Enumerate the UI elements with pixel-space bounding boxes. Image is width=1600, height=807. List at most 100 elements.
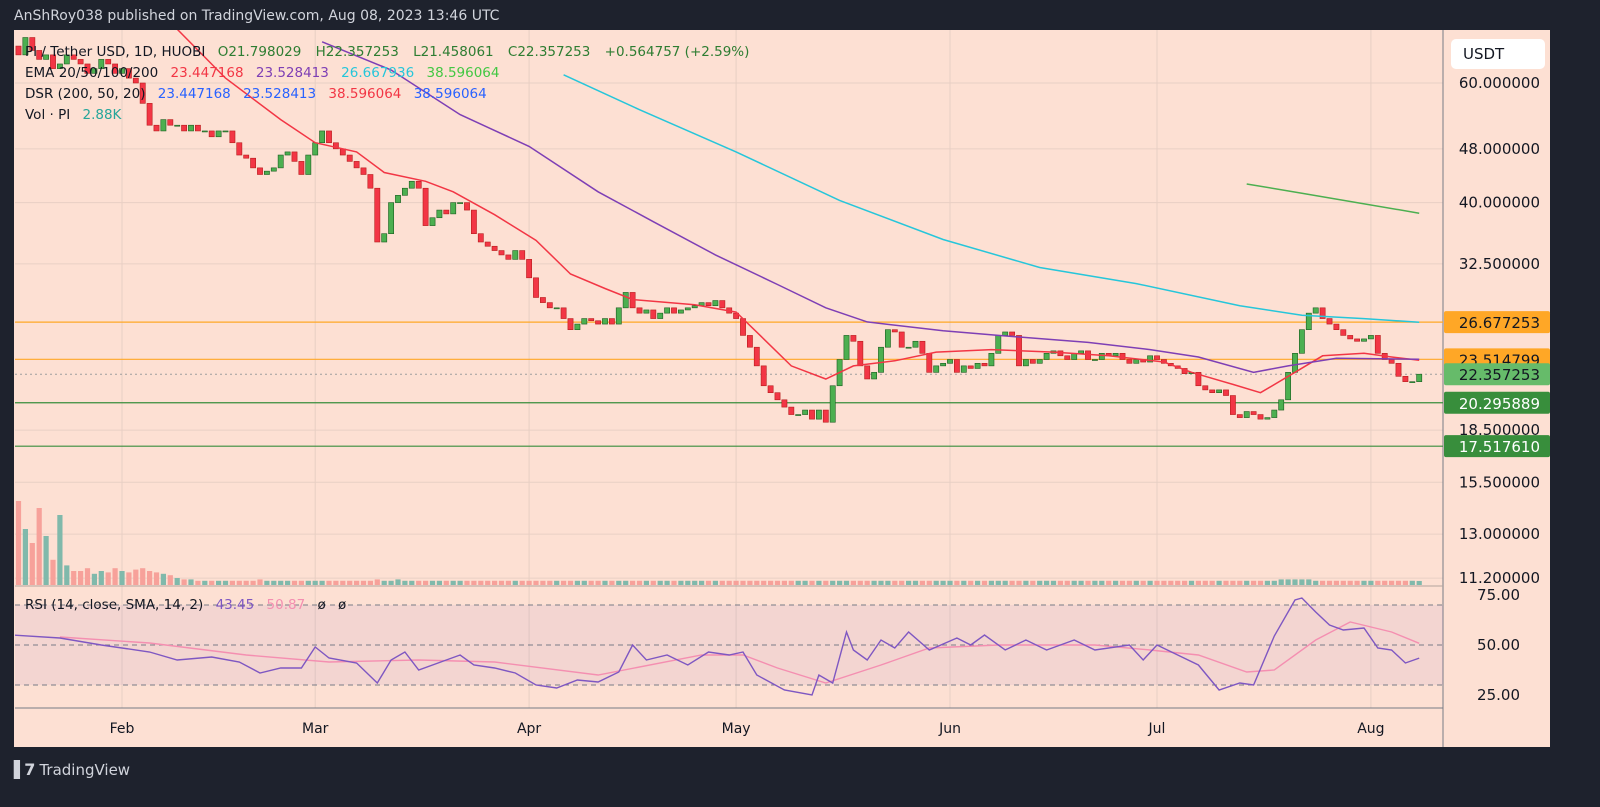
candle[interactable]: [1098, 353, 1105, 360]
candle[interactable]: [988, 353, 995, 367]
candle[interactable]: [671, 307, 677, 314]
candle[interactable]: [1223, 389, 1229, 396]
candle[interactable]: [746, 335, 753, 348]
candle[interactable]: [250, 157, 256, 169]
candle[interactable]: [353, 161, 360, 169]
candle[interactable]: [374, 187, 381, 243]
candle[interactable]: [1250, 411, 1257, 415]
candle[interactable]: [526, 259, 532, 279]
candle[interactable]: [684, 307, 691, 311]
currency-button[interactable]: USDT: [1451, 39, 1545, 69]
candle[interactable]: [1264, 417, 1271, 420]
candle[interactable]: [974, 363, 981, 369]
candle[interactable]: [498, 250, 505, 256]
candle[interactable]: [1202, 385, 1209, 391]
candle[interactable]: [98, 59, 105, 69]
candle[interactable]: [926, 353, 933, 373]
candle[interactable]: [1354, 338, 1360, 342]
candle[interactable]: [146, 103, 153, 126]
candle[interactable]: [560, 307, 567, 319]
candle[interactable]: [174, 124, 181, 127]
candle[interactable]: [1333, 323, 1340, 330]
candle[interactable]: [588, 318, 595, 322]
candle[interactable]: [539, 297, 546, 303]
candle[interactable]: [422, 187, 429, 226]
candle[interactable]: [84, 63, 91, 74]
candle[interactable]: [608, 318, 615, 325]
candle[interactable]: [1029, 359, 1036, 364]
candle[interactable]: [367, 174, 374, 189]
candle[interactable]: [878, 346, 884, 373]
candle[interactable]: [677, 309, 684, 314]
candle[interactable]: [567, 318, 574, 330]
candle[interactable]: [1271, 409, 1278, 418]
candle[interactable]: [436, 209, 443, 219]
candle[interactable]: [243, 154, 250, 159]
rsi-legend[interactable]: RSI (14, close, SMA, 14, 2) 43.45 50.87 …: [25, 597, 354, 613]
candle[interactable]: [574, 323, 581, 330]
candle[interactable]: [1416, 373, 1423, 382]
candle[interactable]: [1092, 359, 1098, 361]
candle[interactable]: [450, 202, 457, 215]
candle[interactable]: [105, 59, 112, 65]
candle[interactable]: [415, 180, 422, 189]
candle[interactable]: [595, 320, 601, 325]
candle[interactable]: [884, 329, 891, 348]
candle[interactable]: [1305, 312, 1312, 330]
candle[interactable]: [1326, 318, 1333, 325]
candle[interactable]: [326, 130, 332, 144]
candle[interactable]: [484, 241, 491, 247]
candle[interactable]: [905, 346, 912, 349]
candle[interactable]: [781, 399, 788, 408]
candle[interactable]: [933, 365, 940, 373]
candle[interactable]: [291, 151, 298, 162]
candle[interactable]: [319, 130, 325, 144]
symbol-name[interactable]: PI / Tether USD, 1D, HUOBI: [25, 44, 206, 60]
candle[interactable]: [215, 130, 222, 138]
candle[interactable]: [1216, 389, 1222, 393]
candle[interactable]: [843, 335, 850, 360]
dsr-legend[interactable]: DSR (200, 50, 20) 23.447168 23.528413 38…: [25, 86, 495, 102]
candle[interactable]: [664, 307, 670, 314]
candle[interactable]: [960, 365, 967, 373]
candle[interactable]: [1064, 355, 1071, 360]
candle[interactable]: [1278, 399, 1285, 411]
candle[interactable]: [195, 124, 201, 132]
candle[interactable]: [388, 202, 394, 234]
candle[interactable]: [643, 309, 650, 314]
candle[interactable]: [1388, 359, 1395, 364]
ema-legend[interactable]: EMA 20/50/100/200 23.447168 23.528413 26…: [25, 65, 508, 81]
candle[interactable]: [9, 46, 14, 52]
candle[interactable]: [457, 202, 463, 204]
candle[interactable]: [1112, 353, 1119, 357]
candle[interactable]: [953, 359, 960, 373]
candle[interactable]: [1002, 331, 1009, 336]
candle[interactable]: [477, 233, 484, 243]
candle[interactable]: [753, 346, 760, 367]
candle[interactable]: [967, 365, 974, 369]
candle[interactable]: [77, 59, 84, 65]
candle[interactable]: [940, 363, 946, 367]
candle[interactable]: [795, 414, 802, 416]
candle[interactable]: [236, 142, 243, 156]
candle[interactable]: [153, 124, 160, 132]
candle[interactable]: [981, 363, 988, 367]
candle[interactable]: [1299, 329, 1305, 354]
candle[interactable]: [691, 305, 698, 309]
candle[interactable]: [1036, 359, 1043, 364]
candle[interactable]: [505, 254, 512, 260]
candle[interactable]: [160, 119, 167, 132]
candle[interactable]: [533, 277, 539, 298]
candle[interactable]: [1319, 307, 1326, 319]
candle[interactable]: [898, 331, 905, 348]
candle[interactable]: [636, 307, 643, 314]
candle[interactable]: [1195, 372, 1202, 387]
candle[interactable]: [622, 292, 629, 309]
candle[interactable]: [22, 37, 29, 56]
tradingview-logo-icon[interactable]: ▌7: [14, 760, 35, 779]
candle[interactable]: [1022, 359, 1029, 367]
candle[interactable]: [657, 312, 664, 319]
candle[interactable]: [788, 406, 795, 415]
candle[interactable]: [767, 385, 774, 393]
candle[interactable]: [112, 63, 118, 74]
